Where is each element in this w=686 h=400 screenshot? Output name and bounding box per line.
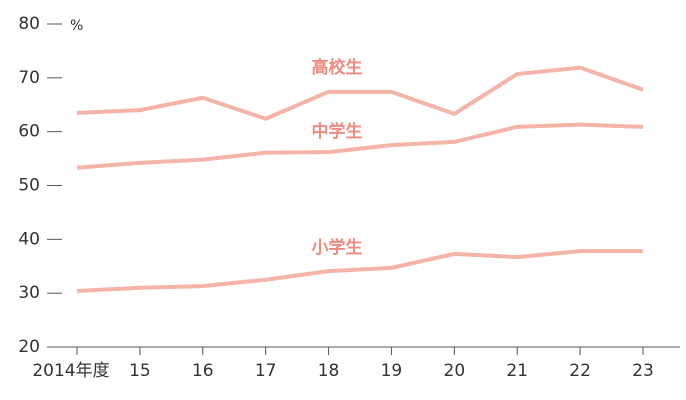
x-tick-label: 23 [632, 361, 654, 381]
series-line [76, 65, 644, 121]
x-tick-label: 19 [381, 361, 403, 381]
y-tick-label: 20 [18, 337, 40, 357]
series-line [76, 122, 644, 170]
y-tick-label: 40 [18, 229, 40, 249]
series-label: 小学生 [312, 237, 363, 258]
x-tick-label: 16 [192, 361, 214, 381]
y-tick-label: 80 [18, 14, 40, 34]
x-tick-label: 15 [129, 361, 151, 381]
y-tick-label: 50 [18, 176, 40, 196]
x-tick-label: 18 [318, 361, 340, 381]
y-tick-label: 30 [18, 283, 40, 303]
series-label: 高校生 [312, 57, 363, 78]
x-tick-label: 20 [444, 361, 466, 381]
y-unit: % [70, 18, 83, 34]
x-tick-label: 22 [569, 361, 591, 381]
y-tick-label: 70 [18, 68, 40, 88]
series-line [76, 249, 643, 294]
x-tick-label: 21 [506, 361, 528, 381]
series-label: 中学生 [312, 121, 363, 142]
y-tick-label: 60 [18, 122, 40, 142]
x-tick-label: 17 [255, 361, 277, 381]
x-tick-label: 2014年度 [32, 361, 109, 381]
